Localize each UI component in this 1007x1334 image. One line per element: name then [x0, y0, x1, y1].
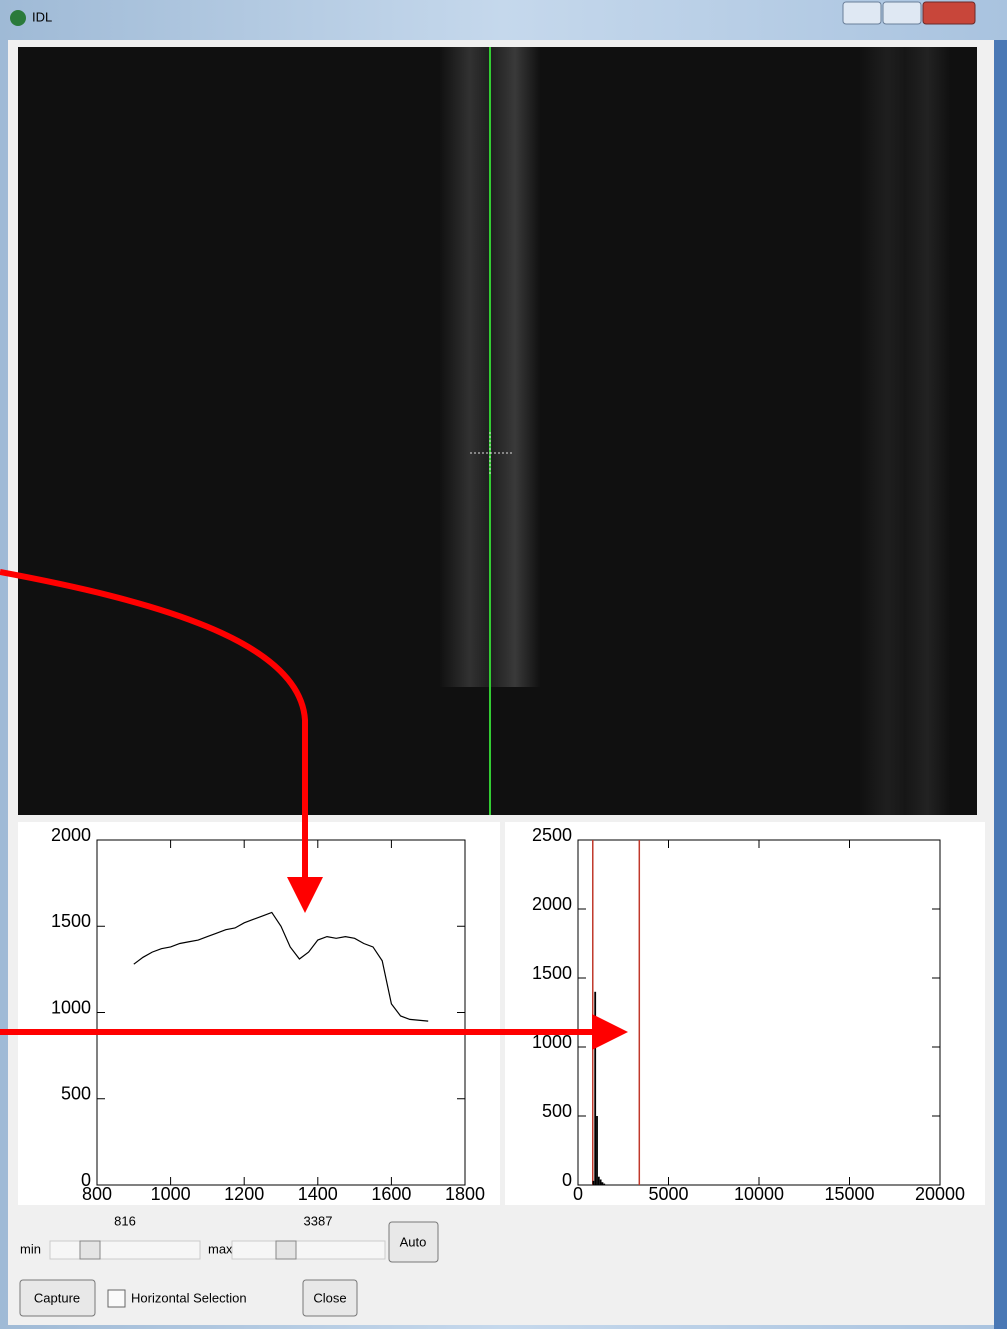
checkbox-label: Horizontal Selection: [131, 1290, 247, 1305]
y-tick-label: 1500: [51, 911, 91, 931]
histogram-bar: [592, 1181, 594, 1185]
y-tick-label: 1500: [532, 963, 572, 983]
histogram-bar: [603, 1184, 605, 1185]
y-tick-label: 0: [81, 1170, 91, 1190]
close-button-label: Close: [313, 1290, 346, 1305]
histogram-bar: [602, 1182, 604, 1185]
background-edge: [994, 40, 1007, 1329]
min-slider[interactable]: [50, 1241, 200, 1259]
window: IDL 800100012001400160018000500100015002…: [0, 0, 1007, 1329]
x-tick-label: 1800: [445, 1184, 485, 1204]
auto-button-label: Auto: [400, 1234, 427, 1249]
minimize-button[interactable]: [843, 2, 881, 24]
close-window-button[interactable]: [923, 2, 975, 24]
x-tick-label: 1600: [371, 1184, 411, 1204]
x-tick-label: 15000: [824, 1184, 874, 1204]
histogram-bar: [596, 1116, 598, 1185]
min-value: 816: [114, 1213, 136, 1228]
y-tick-label: 2000: [51, 825, 91, 845]
histogram-panel: [505, 822, 985, 1205]
y-tick-label: 2000: [532, 894, 572, 914]
horizontal-selection-checkbox[interactable]: [108, 1290, 125, 1307]
max-slider-thumb[interactable]: [276, 1241, 296, 1259]
max-value: 3387: [304, 1213, 333, 1228]
x-tick-label: 1400: [298, 1184, 338, 1204]
x-tick-label: 5000: [648, 1184, 688, 1204]
histogram-bar: [598, 1177, 600, 1185]
y-tick-label: 1000: [51, 997, 91, 1017]
min-slider-thumb[interactable]: [80, 1241, 100, 1259]
x-tick-label: 1200: [224, 1184, 264, 1204]
x-tick-label: 10000: [734, 1184, 784, 1204]
y-tick-label: 500: [542, 1101, 572, 1121]
y-tick-label: 2500: [532, 825, 572, 845]
app-icon: [10, 10, 26, 26]
y-tick-label: 0: [562, 1170, 572, 1190]
page: IDL 800100012001400160018000500100015002…: [0, 0, 1007, 1329]
window-title: IDL: [32, 9, 52, 24]
histogram-bar: [600, 1179, 602, 1185]
capture-button-label: Capture: [34, 1290, 80, 1305]
histogram-bar: [594, 992, 596, 1185]
x-tick-label: 1000: [151, 1184, 191, 1204]
min-label: min: [20, 1241, 41, 1256]
x-tick-label: 20000: [915, 1184, 965, 1204]
max-slider[interactable]: [232, 1241, 385, 1259]
y-tick-label: 500: [61, 1084, 91, 1104]
x-tick-label: 0: [573, 1184, 583, 1204]
max-label: max: [208, 1241, 233, 1256]
maximize-button[interactable]: [883, 2, 921, 24]
image-stripe: [860, 47, 950, 815]
